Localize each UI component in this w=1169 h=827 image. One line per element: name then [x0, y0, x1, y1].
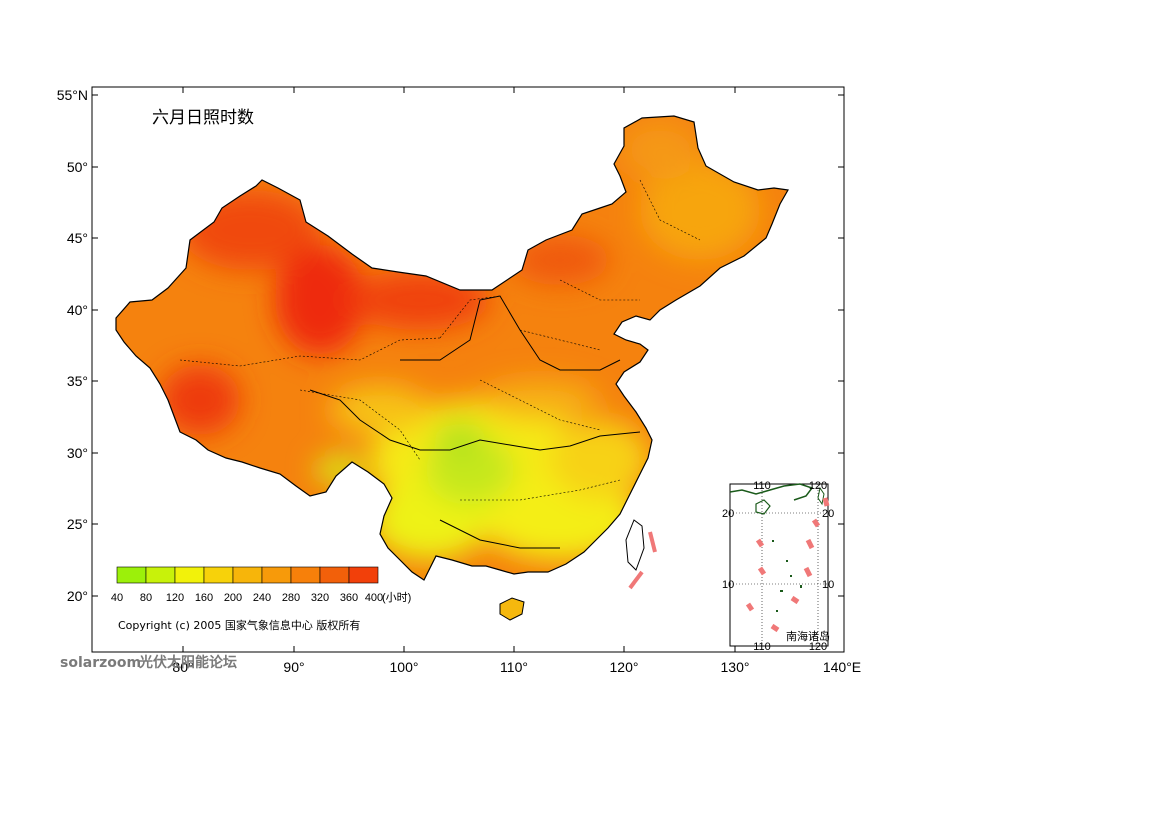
- x-tick-100: 100°: [390, 659, 419, 675]
- y-tick-20: 20°: [67, 588, 88, 604]
- y-tick-40: 40°: [67, 302, 88, 318]
- inset-islands: [772, 540, 802, 612]
- hainan-island: [499, 597, 525, 621]
- legend-unit: (小时): [382, 591, 411, 604]
- inset-grid: [730, 484, 828, 646]
- inset-title: 南海诸岛: [786, 629, 830, 643]
- legend-tick-120: 120: [166, 592, 184, 604]
- legend-swatch-2: [174, 566, 205, 584]
- y-tick-50: 50°: [67, 159, 88, 175]
- x-tick-80: 80°: [172, 659, 193, 675]
- sea-boundary-dashes: [628, 531, 657, 590]
- rivers: [309, 295, 641, 549]
- legend-tick-400: 400: [365, 592, 383, 604]
- x-tick-130: 130°: [721, 659, 750, 675]
- inset-right-tick-10: 10: [822, 579, 834, 591]
- legend-swatch-1: [145, 566, 176, 584]
- legend-tick-80: 80: [140, 592, 152, 604]
- map-frame: [91, 86, 845, 653]
- x-axis-ticks: [182, 87, 736, 652]
- map-title: 六月日照时数: [152, 108, 254, 128]
- inset-left-tick-20: 20: [722, 508, 734, 520]
- legend-swatch-6: [290, 566, 321, 584]
- province-boundaries: [179, 179, 701, 501]
- legend-swatch-7: [319, 566, 350, 584]
- legend-swatch-0: [116, 566, 147, 584]
- inset-top-tick-110: 110: [753, 480, 771, 492]
- y-tick-55: 55°N: [57, 87, 88, 103]
- x-tick-140: 140°E: [823, 659, 861, 675]
- inset-taiwan: [817, 486, 825, 506]
- inset-hainan: [755, 499, 771, 515]
- x-tick-110: 110°: [500, 659, 528, 675]
- legend-tick-160: 160: [195, 592, 213, 604]
- legend-swatch-5: [261, 566, 292, 584]
- inset-nine-dash-line: [745, 497, 830, 633]
- y-tick-25: 25°: [67, 516, 88, 532]
- y-tick-30: 30°: [67, 445, 88, 461]
- taiwan-island: [625, 519, 645, 571]
- south-china-sea-inset: 110 120 110 120 20 10 20 10 南海诸岛: [722, 480, 834, 653]
- x-tick-90: 90°: [283, 659, 304, 675]
- inset-bottom-tick-120: 120: [809, 641, 827, 653]
- legend-tick-240: 240: [253, 592, 271, 604]
- watermark-brand: solarzoom: [60, 655, 141, 671]
- x-tick-120: 120°: [610, 659, 639, 675]
- watermark-text: 光伏太阳能论坛: [138, 654, 237, 671]
- inset-frame: [729, 483, 829, 647]
- y-tick-35: 35°: [67, 373, 88, 389]
- legend-swatch-8: [348, 566, 379, 584]
- inset-bottom-tick-110: 110: [753, 641, 771, 653]
- legend: 40 80 120 160 200 240 280 320 360 400 (小…: [111, 566, 411, 604]
- legend-tick-280: 280: [282, 592, 300, 604]
- legend-tick-200: 200: [224, 592, 242, 604]
- legend-tick-360: 360: [340, 592, 358, 604]
- copyright-text: Copyright (c) 2005 国家气象信息中心 版权所有: [118, 618, 360, 632]
- y-axis-ticks: [92, 94, 844, 597]
- inset-coastline: [729, 483, 814, 501]
- inset-left-tick-10: 10: [722, 579, 734, 591]
- legend-swatch-3: [203, 566, 234, 584]
- legend-swatch-4: [232, 566, 263, 584]
- legend-tick-40: 40: [111, 592, 123, 604]
- y-tick-45: 45°: [67, 230, 88, 246]
- inset-top-tick-120: 120: [809, 480, 827, 492]
- inset-right-tick-20: 20: [822, 508, 834, 520]
- legend-tick-320: 320: [311, 592, 329, 604]
